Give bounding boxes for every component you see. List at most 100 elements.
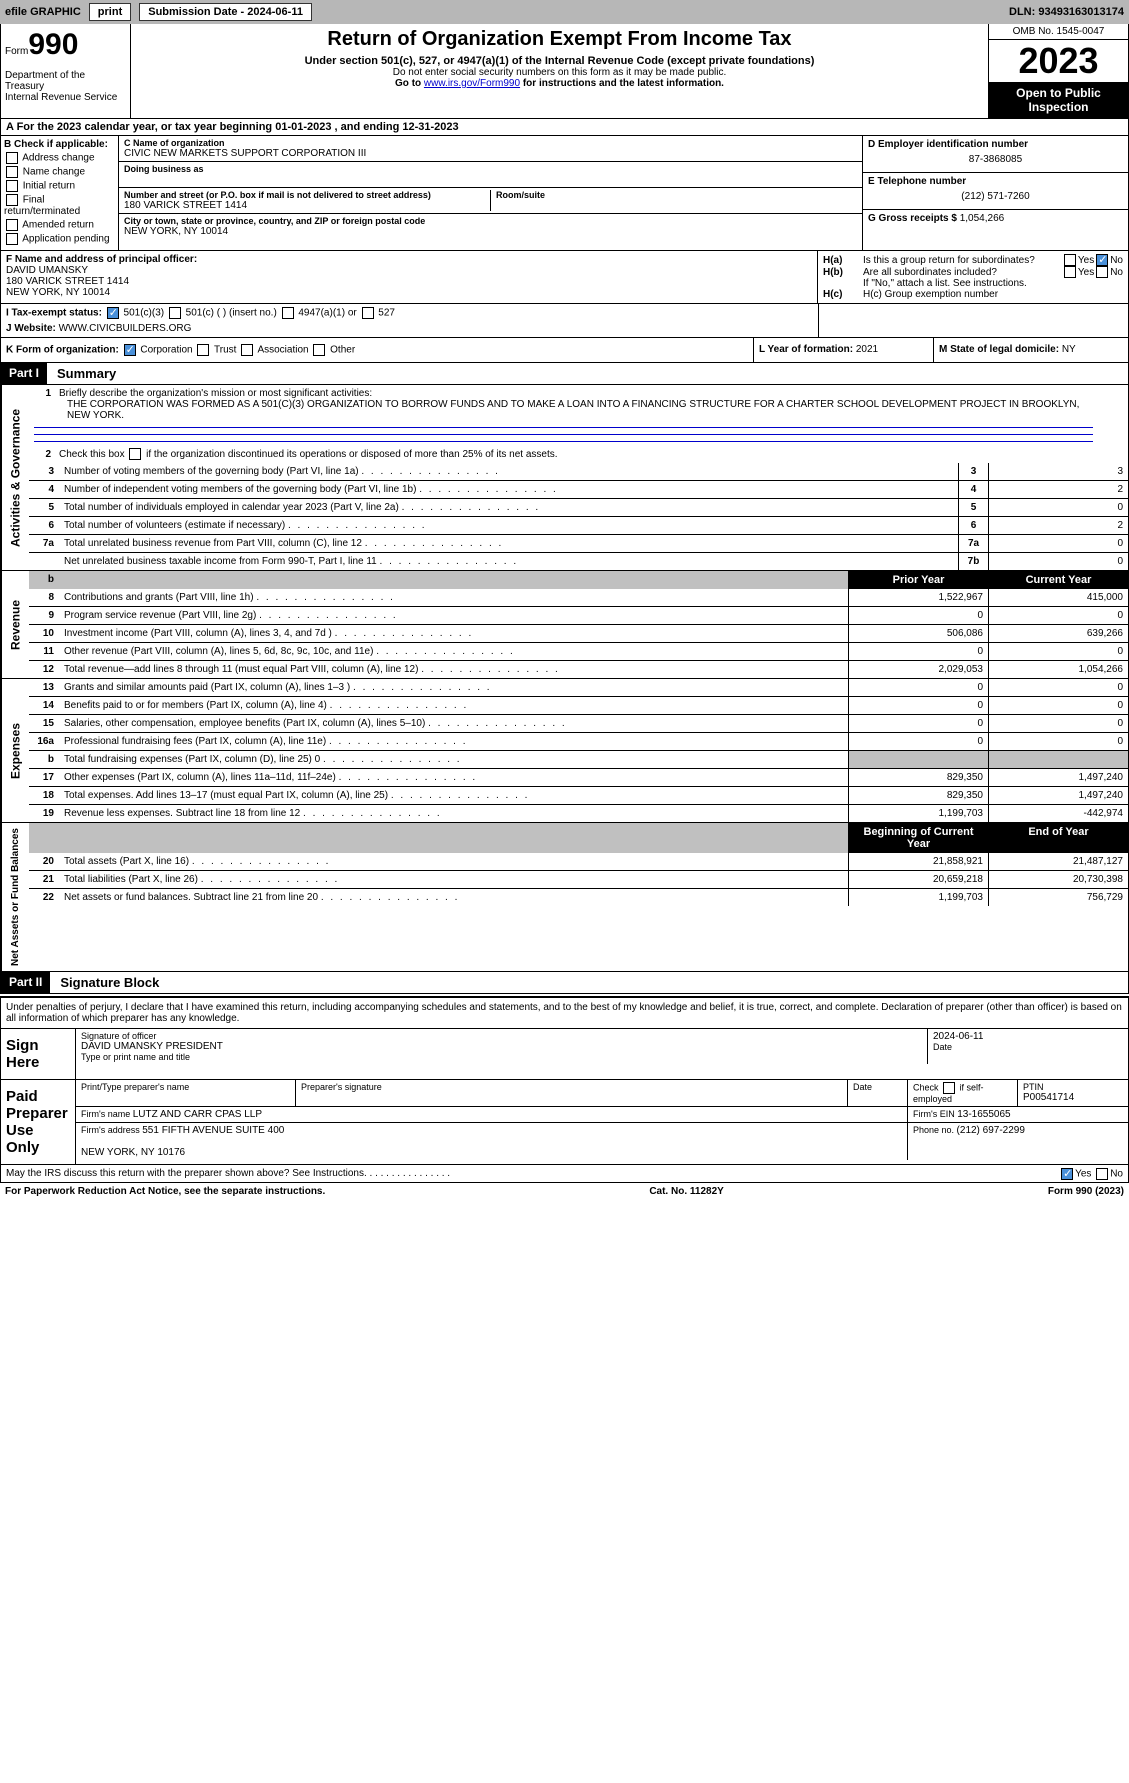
form-header: Form990 Department of the Treasury Inter… — [0, 24, 1129, 119]
sign-date: 2024-06-11 — [933, 1031, 1123, 1042]
col-de: D Employer identification number 87-3868… — [863, 136, 1128, 250]
line-10: 10 Investment income (Part VIII, column … — [29, 624, 1128, 642]
part1-header: Part I Summary — [0, 363, 1129, 385]
sign-here-label: Sign Here — [1, 1029, 76, 1079]
dept-label: Department of the Treasury Internal Reve… — [5, 70, 126, 103]
officer-block: F Name and address of principal officer:… — [1, 251, 818, 303]
phone-value: (212) 571-7260 — [868, 187, 1123, 206]
form-number: 990 — [28, 28, 78, 61]
line-5: 5 Total number of individuals employed i… — [29, 498, 1128, 516]
line-17: 17 Other expenses (Part IX, column (A), … — [29, 768, 1128, 786]
line-11: 11 Other revenue (Part VIII, column (A),… — [29, 642, 1128, 660]
line-19: 19 Revenue less expenses. Subtract line … — [29, 804, 1128, 822]
part2-label: Part II — [1, 972, 50, 993]
tax-year: 2023 — [989, 40, 1128, 82]
org-city: NEW YORK, NY 10014 — [124, 226, 857, 237]
form-label: Form — [5, 46, 28, 57]
line-20: 20 Total assets (Part X, line 16) 21,858… — [29, 853, 1128, 870]
ein-label: D Employer identification number — [868, 139, 1123, 150]
footer-right: Form 990 (2023) — [1048, 1186, 1124, 1197]
omb-label: OMB No. 1545-0047 — [989, 24, 1128, 40]
form-note1: Do not enter social security numbers on … — [135, 67, 984, 78]
phone-label: E Telephone number — [868, 176, 1123, 187]
section-abcde: B Check if applicable: Address change Na… — [0, 136, 1129, 251]
line-9: 9 Program service revenue (Part VIII, li… — [29, 606, 1128, 624]
dba-label: Doing business as — [124, 164, 857, 174]
discuss-row: May the IRS discuss this return with the… — [0, 1165, 1129, 1183]
paid-prep-label: Paid Preparer Use Only — [1, 1080, 76, 1164]
sig-block: Under penalties of perjury, I declare th… — [0, 996, 1129, 1165]
col-prior: Prior Year — [848, 571, 988, 589]
chk-final[interactable]: Final return/terminated — [4, 194, 115, 217]
org-address: 180 VARICK STREET 1414 — [124, 200, 485, 211]
part2-header: Part II Signature Block — [0, 972, 1129, 994]
line-22: 22 Net assets or fund balances. Subtract… — [29, 888, 1128, 906]
line-21: 21 Total liabilities (Part X, line 26) 2… — [29, 870, 1128, 888]
gross-label: G Gross receipts $ — [868, 213, 960, 224]
part1-body: Activities & Governance 1Briefly describ… — [0, 385, 1129, 972]
year-formation: L Year of formation: 2021 — [753, 338, 933, 362]
officer-addr: 180 VARICK STREET 1414 NEW YORK, NY 1001… — [6, 276, 812, 298]
col-begin: Beginning of Current Year — [848, 823, 988, 853]
col-b-header: B Check if applicable: — [4, 139, 115, 150]
part2-title: Signature Block — [50, 972, 169, 993]
chk-address[interactable]: Address change — [4, 152, 115, 164]
perjury-text: Under penalties of perjury, I declare th… — [1, 998, 1128, 1028]
tax-status-row: I Tax-exempt status: 501(c)(3) 501(c) ( … — [6, 307, 813, 319]
officer-label: F Name and address of principal officer: — [6, 254, 197, 265]
city-label: City or town, state or province, country… — [124, 216, 857, 226]
room-label: Room/suite — [496, 190, 857, 200]
section-ij: I Tax-exempt status: 501(c)(3) 501(c) ( … — [0, 304, 1129, 338]
mission-block: 1Briefly describe the organization's mis… — [29, 385, 1128, 463]
vert-gov: Activities & Governance — [1, 385, 29, 570]
efile-label: efile GRAPHIC — [5, 6, 81, 18]
footer: For Paperwork Reduction Act Notice, see … — [0, 1183, 1129, 1200]
line-3: 3 Number of voting members of the govern… — [29, 463, 1128, 480]
org-name-label: C Name of organization — [124, 138, 857, 148]
submission-date-box: Submission Date - 2024-06-11 — [139, 3, 312, 21]
part1-label: Part I — [1, 363, 47, 384]
line-12: 12 Total revenue—add lines 8 through 11 … — [29, 660, 1128, 678]
col-c: C Name of organization CIVIC NEW MARKETS… — [119, 136, 863, 250]
part1-title: Summary — [47, 363, 126, 384]
mission-text: THE CORPORATION WAS FORMED AS A 501(C)(3… — [34, 399, 1093, 421]
instructions-link[interactable]: www.irs.gov/Form990 — [424, 78, 520, 89]
vert-exp: Expenses — [1, 679, 29, 822]
ein-value: 87-3868085 — [868, 150, 1123, 169]
print-button[interactable]: print — [89, 3, 131, 21]
firm-ein: 13-1655065 — [957, 1109, 1010, 1120]
line-b: b Total fundraising expenses (Part IX, c… — [29, 750, 1128, 768]
firm-name: LUTZ AND CARR CPAS LLP — [133, 1109, 262, 1120]
sign-here-row: Sign Here Signature of officer DAVID UMA… — [1, 1028, 1128, 1079]
form-title: Return of Organization Exempt From Incom… — [135, 28, 984, 51]
website-row: J Website: WWW.CIVICBUILDERS.ORG — [6, 323, 813, 334]
footer-mid: Cat. No. 11282Y — [649, 1186, 723, 1197]
chk-name[interactable]: Name change — [4, 166, 115, 178]
line-15: 15 Salaries, other compensation, employe… — [29, 714, 1128, 732]
gross-value: 1,054,266 — [960, 213, 1005, 224]
form-title-block: Return of Organization Exempt From Incom… — [131, 24, 988, 118]
chk-pending[interactable]: Application pending — [4, 233, 115, 245]
line-14: 14 Benefits paid to or for members (Part… — [29, 696, 1128, 714]
vert-net: Net Assets or Fund Balances — [1, 823, 29, 971]
vert-rev: Revenue — [1, 571, 29, 678]
group-return-block: H(a)Is this a group return for subordina… — [818, 251, 1128, 303]
form-year-block: OMB No. 1545-0047 2023 Open to Public In… — [988, 24, 1128, 118]
tax-period: A For the 2023 calendar year, or tax yea… — [0, 119, 1129, 136]
footer-left: For Paperwork Reduction Act Notice, see … — [5, 1186, 325, 1197]
topbar: efile GRAPHIC print Submission Date - 20… — [0, 0, 1129, 24]
line-13: 13 Grants and similar amounts paid (Part… — [29, 679, 1128, 696]
line-8: 8 Contributions and grants (Part VIII, l… — [29, 589, 1128, 606]
website-value: WWW.CIVICBUILDERS.ORG — [59, 323, 192, 334]
col-current: Current Year — [988, 571, 1128, 589]
officer-name: DAVID UMANSKY — [6, 265, 812, 276]
form-subtitle: Under section 501(c), 527, or 4947(a)(1)… — [135, 55, 984, 67]
ptin: P00541714 — [1023, 1092, 1123, 1103]
line-7b: Net unrelated business taxable income fr… — [29, 552, 1128, 570]
chk-initial[interactable]: Initial return — [4, 180, 115, 192]
hb-note: If "No," attach a list. See instructions… — [823, 278, 1123, 289]
chk-amended[interactable]: Amended return — [4, 219, 115, 231]
firm-phone: (212) 697-2299 — [957, 1125, 1025, 1136]
line-16a: 16a Professional fundraising fees (Part … — [29, 732, 1128, 750]
open-public: Open to Public Inspection — [989, 82, 1128, 118]
